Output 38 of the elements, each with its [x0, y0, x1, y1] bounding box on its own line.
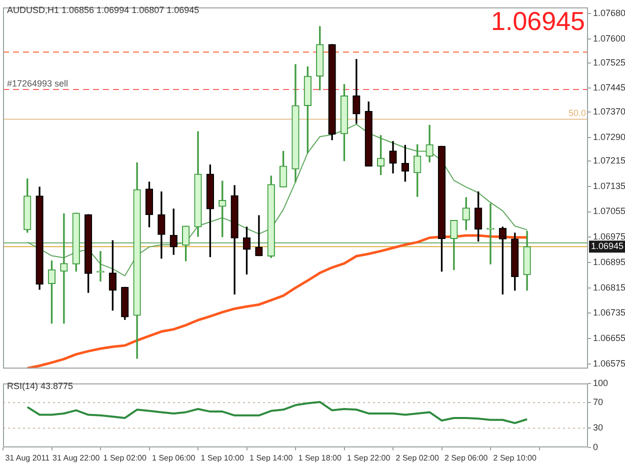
x-tick-label: 1 Sep 02:00	[103, 453, 147, 462]
y-tick-label: 100	[593, 378, 608, 388]
candlestick	[255, 215, 263, 256]
ref-line-label: 1.06945	[591, 241, 624, 252]
x-tick-label: 1 Sep 14:00	[250, 453, 294, 462]
y-tick-label: 0	[593, 442, 598, 452]
x-tick-label: 2 Sep 10:00	[493, 453, 537, 462]
y-tick-label: 1.07525	[593, 57, 625, 68]
x-tick-label: 1 Sep 06:00	[152, 453, 196, 462]
y-tick-label: 70	[593, 397, 604, 408]
y-tick-label: 1.07215	[593, 156, 625, 166]
x-tick-label: 1 Sep 22:00	[347, 453, 391, 462]
candlestick	[60, 213, 68, 324]
chart-title: RSI(14) 43.8775	[7, 381, 74, 391]
annotation: 50.0	[568, 108, 586, 118]
y-tick-label: 1.07135	[593, 180, 625, 191]
ref-line-label: #17264993 sell	[7, 78, 68, 88]
x-tick-label: 1 Sep 18:00	[298, 453, 342, 462]
y-tick-label: 1.07055	[593, 206, 625, 216]
y-tick-label: 1.06655	[593, 332, 625, 343]
chart-title: AUDUSD,H1 1.06856 1.06994 1.06807 1.06945	[7, 5, 200, 15]
x-tick-label: 2 Sep 06:00	[444, 453, 488, 462]
x-tick-label: 2 Sep 02:00	[396, 453, 440, 462]
y-tick-label: 1.07680	[593, 8, 625, 18]
x-tick-label: 31 Aug 22:00	[52, 453, 100, 462]
y-tick-label: 1.06575	[593, 358, 625, 368]
y-tick-label: 30	[593, 422, 604, 433]
annotation: 1.06945	[491, 6, 585, 37]
y-tick-label: 1.07445	[593, 82, 625, 93]
x-tick-label: 31 Aug 2011	[5, 453, 50, 462]
y-tick-label: 1.06735	[593, 308, 625, 318]
y-tick-label: 1.07290	[593, 132, 625, 142]
x-tick-label: 1 Sep 10:00	[200, 453, 244, 462]
y-tick-label: 1.07370	[593, 106, 625, 116]
y-tick-label: 1.06975	[593, 232, 625, 242]
y-tick-label: 1.07600	[593, 34, 625, 44]
y-tick-label: 1.06815	[593, 282, 625, 292]
y-tick-label: 1.06895	[593, 256, 625, 267]
